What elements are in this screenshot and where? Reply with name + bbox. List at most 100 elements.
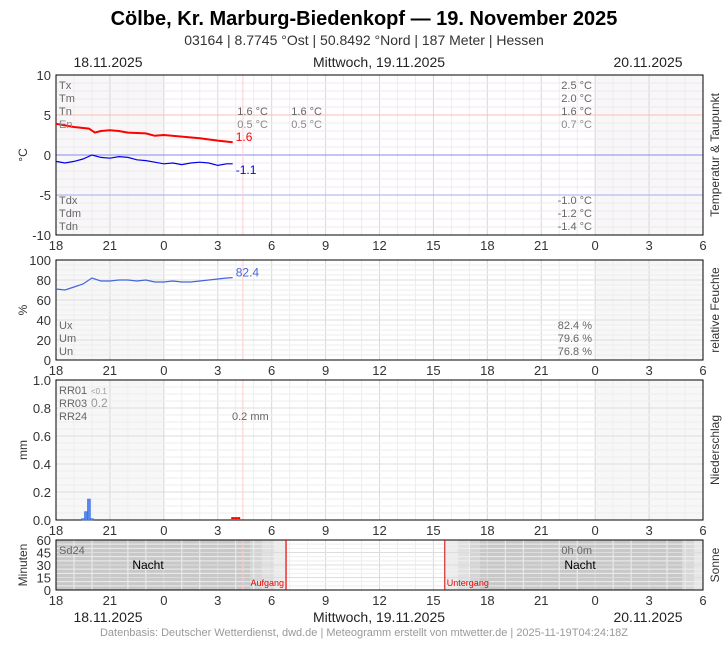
x-tick-label: 3	[645, 593, 652, 608]
stat-value: 82.4 %	[558, 320, 592, 332]
side-label: Sonne	[708, 547, 722, 582]
stat-label: Tdn	[59, 221, 78, 233]
date-left-bottom: 18.11.2025	[73, 609, 142, 625]
x-tick-label: 21	[534, 593, 548, 608]
x-tick-label: 0	[160, 363, 167, 378]
side-label: Temperatur & Taupunkt	[708, 92, 722, 217]
y-tick-label: 100	[29, 253, 51, 268]
sunset-label: Untergang	[447, 578, 489, 588]
stat-label: Tx	[59, 80, 72, 92]
x-tick-label: 12	[372, 593, 386, 608]
stat-value: -1.2 °C	[558, 208, 592, 220]
x-tick-label: 0	[160, 593, 167, 608]
y-tick-label: 0	[44, 583, 51, 598]
y-tick-label: 1.0	[33, 373, 51, 388]
x-tick-label: 15	[426, 238, 440, 253]
date-right-bottom: 20.11.2025	[613, 609, 682, 625]
precip-bar	[84, 511, 88, 521]
y-tick-label: 60	[37, 533, 51, 548]
x-tick-label: 18	[480, 238, 494, 253]
stat-value: -1.4 °C	[558, 221, 592, 233]
x-tick-label: 0	[592, 593, 599, 608]
y-tick-label: 0	[44, 353, 51, 368]
stat-value: 2.0 °C	[561, 93, 592, 105]
stat-label: Tdx	[59, 195, 78, 207]
plot-frame	[55, 259, 704, 361]
stat-value: 1.6 °C	[237, 106, 268, 118]
y-tick-label: 0	[44, 148, 51, 163]
y-tick-label: 10	[37, 68, 51, 83]
x-tick-label: 0	[592, 238, 599, 253]
precip-bar	[87, 498, 91, 521]
y-axis-label: Minuten	[16, 544, 30, 587]
side-label: Niederschlag	[708, 415, 722, 485]
x-tick-label: 6	[268, 523, 275, 538]
stat-value: 0.7 °C	[561, 119, 592, 131]
rr24-value: 0.2 mm	[232, 411, 269, 423]
series-line	[55, 277, 233, 291]
y-tick-label: 40	[37, 313, 51, 328]
y-tick-label: -5	[39, 188, 51, 203]
title: Cölbe, Kr. Marburg-Biedenkopf — 19. Nove…	[111, 8, 618, 30]
side-label: relative Feuchte	[708, 267, 722, 353]
y-tick-label: 30	[37, 558, 51, 573]
x-tick-label: 6	[268, 593, 275, 608]
y-tick-label: 0.0	[33, 513, 51, 528]
x-tick-label: 12	[372, 523, 386, 538]
night-label: Nacht	[564, 558, 596, 572]
x-tick-label: 18	[480, 363, 494, 378]
precip-bar	[81, 518, 85, 521]
stat-value: 1.6 °C	[561, 106, 592, 118]
y-tick-label: 0.4	[33, 457, 51, 472]
precip-now-mark	[234, 517, 238, 520]
date-mid-top: Mittwoch, 19.11.2025	[313, 54, 445, 70]
y-tick-label: 0.6	[33, 429, 51, 444]
x-tick-label: 15	[426, 593, 440, 608]
stat-value: 0.2	[91, 396, 108, 410]
stat-value: 76.8 %	[558, 346, 592, 358]
stat-value: 0.5 °C	[291, 119, 322, 131]
y-tick-label: 0.2	[33, 485, 51, 500]
stat-label: Tm	[59, 93, 75, 105]
x-tick-label: 0	[592, 523, 599, 538]
night-label: Nacht	[132, 558, 164, 572]
x-tick-label: 15	[426, 363, 440, 378]
stat-label: RR01	[59, 385, 87, 397]
x-tick-label: 21	[534, 523, 548, 538]
x-tick-label: 12	[372, 363, 386, 378]
x-tick-label: 18	[480, 523, 494, 538]
x-tick-label: 3	[214, 363, 221, 378]
y-axis-label: °C	[16, 148, 30, 162]
x-tick-label: 18	[49, 238, 63, 253]
series-last-value: -1.1	[236, 163, 257, 177]
panel-2: 1.00.80.60.40.20.018 21 0 3 6 9 12 15 18 21 0 3 6mm N…	[16, 373, 722, 538]
x-tick-label: 9	[322, 593, 329, 608]
plot-frame	[55, 379, 704, 521]
x-tick-label: 3	[214, 238, 221, 253]
y-tick-label: 20	[37, 333, 51, 348]
y-axis-label: mm	[16, 440, 30, 460]
x-tick-label: 12	[372, 238, 386, 253]
x-tick-label: 21	[534, 238, 548, 253]
subtitle: 03164 | 8.7745 °Ost | 50.8492 °Nord | 18…	[184, 32, 544, 48]
date-right-top: 20.11.2025	[613, 54, 682, 70]
y-tick-label: 45	[37, 546, 51, 561]
series-line	[55, 154, 233, 167]
x-tick-label: 6	[699, 523, 706, 538]
stat-label: Tn	[59, 106, 72, 118]
stat-value: 1.6 °C	[291, 106, 322, 118]
stat-value: 0h 0m	[561, 545, 592, 557]
x-tick-label: 3	[214, 523, 221, 538]
sunrise-label: Aufgang	[251, 578, 285, 588]
stat-value: 0.5 °C	[237, 119, 268, 131]
stat-value: <0.1	[91, 387, 107, 396]
stat-value: -1.0 °C	[558, 195, 592, 207]
x-tick-label: 6	[268, 238, 275, 253]
x-tick-label: 6	[268, 363, 275, 378]
series-line	[55, 122, 233, 144]
stat-label: Ux	[59, 320, 73, 332]
x-tick-label: 6	[699, 593, 706, 608]
plot-frame	[55, 539, 704, 591]
